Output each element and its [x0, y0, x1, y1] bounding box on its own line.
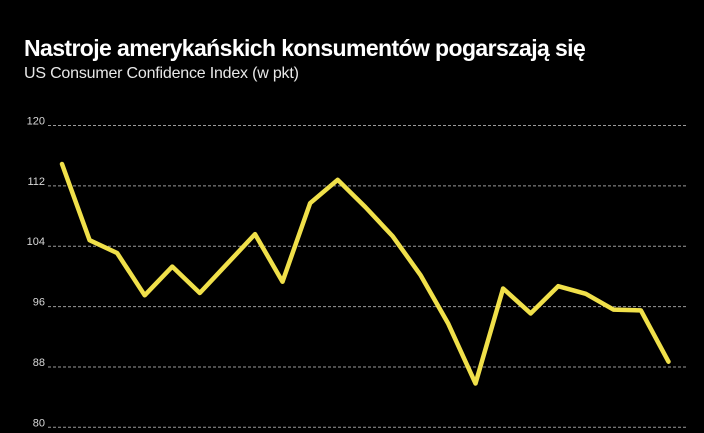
- y-tick-label: 88: [33, 357, 45, 369]
- y-axis-ticks: 80 88 96 104 112 120: [27, 116, 45, 430]
- chart-subtitle: US Consumer Confidence Index (w pkt): [24, 65, 299, 82]
- chart-title: Nastroje amerykańskich konsumentów pogar…: [24, 35, 586, 61]
- y-tick-label: 104: [27, 236, 45, 248]
- y-tick-label: 120: [27, 116, 45, 128]
- y-tick-label: 112: [27, 176, 45, 188]
- gridlines: [48, 125, 687, 428]
- y-tick-label: 80: [33, 417, 45, 429]
- series-line: [59, 161, 671, 386]
- y-tick-label: 96: [33, 297, 45, 309]
